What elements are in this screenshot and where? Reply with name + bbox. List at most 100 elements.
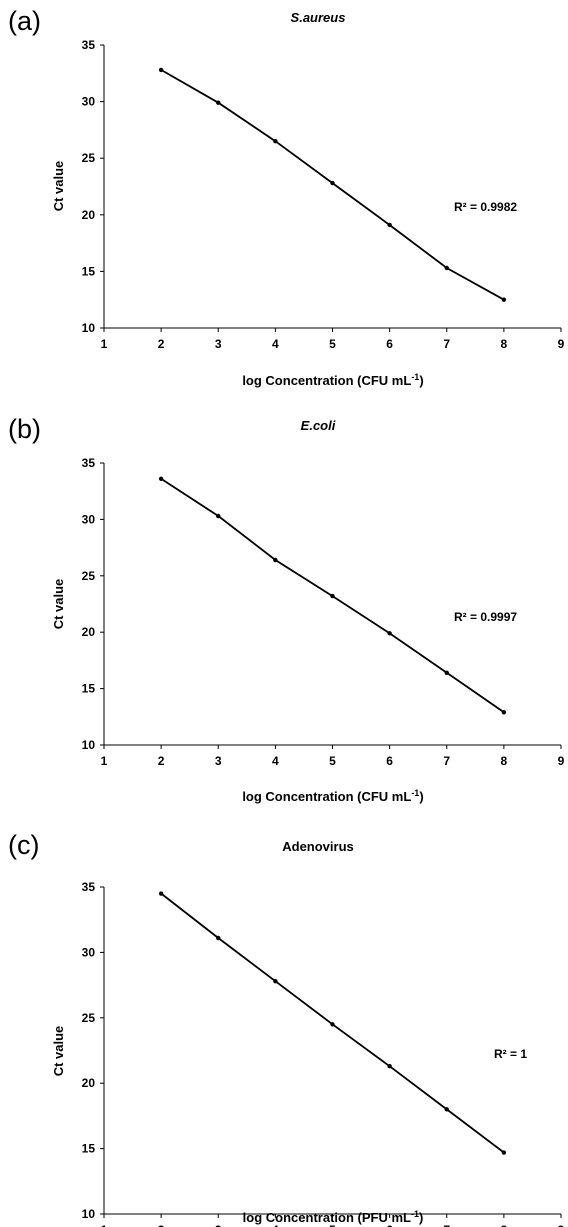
y-ticks: 10 15 20 25 30 35	[82, 880, 104, 1221]
chart-title: S.aureus	[291, 10, 346, 25]
y-tick-label: 20	[82, 625, 96, 639]
x-tick-label: 8	[501, 337, 508, 351]
x-tick-label: 8	[501, 754, 508, 768]
y-tick-label: 10	[82, 321, 96, 335]
y-tick-label: 10	[82, 738, 96, 752]
x-tick-label: 9	[558, 754, 565, 768]
data-point	[158, 476, 164, 481]
x-tick-label: 5	[329, 754, 336, 768]
y-axis-title: Ct value	[51, 1026, 66, 1077]
x-ticks: 1 2 3 4 5 6 7 8 9	[101, 1214, 565, 1227]
data-point	[273, 139, 278, 144]
x-axis-title: log Concentration (PFU mL-1)	[243, 1209, 424, 1225]
x-tick-label: 6	[386, 1223, 393, 1227]
chart-title: E.coli	[301, 418, 336, 433]
x-tick-label: 4	[272, 754, 279, 768]
data-points	[158, 67, 507, 302]
data-point	[158, 891, 164, 896]
x-tick-label: 7	[443, 337, 450, 351]
x-tick-label: 7	[443, 1223, 450, 1227]
y-tick-label: 10	[82, 1207, 96, 1221]
data-point	[216, 100, 221, 105]
data-point	[387, 631, 392, 636]
x-tick-label: 8	[501, 1223, 508, 1227]
data-point	[273, 557, 278, 563]
chart-title: Adenovirus	[282, 839, 354, 854]
x-tick-label: 5	[329, 1223, 336, 1227]
chart-panel-a: (a) S.aureus 10 15 20 25 30 35 1 2 3 4 5 6 7 8 9 Ct v…	[0, 0, 568, 400]
x-axis-title-text: log Concentration (CFU mL	[242, 789, 411, 804]
y-tick-label: 15	[82, 682, 96, 696]
chart-panel-c: (c) Adenovirus 10 15 20 25 30 35 1 2 3 4 5 6 7 8 9 Ct…	[0, 824, 568, 1227]
data-point	[387, 1063, 392, 1069]
data-point	[501, 710, 507, 715]
data-point	[501, 1150, 507, 1155]
x-tick-label: 1	[101, 754, 108, 768]
y-tick-label: 30	[82, 512, 96, 526]
r-squared-annotation: R² = 0.9982	[454, 200, 517, 214]
y-tick-label: 25	[82, 1011, 96, 1025]
y-axis-title: Ct value	[51, 161, 66, 212]
data-point	[273, 978, 278, 984]
x-tick-label: 3	[215, 754, 222, 768]
y-axis-title: Ct value	[51, 579, 66, 630]
x-tick-label: 7	[443, 754, 450, 768]
x-axis-title-text: log Concentration (CFU mL	[242, 373, 411, 388]
x-axis-title: log Concentration (CFU mL-1)	[242, 372, 423, 388]
x-tick-label: 1	[101, 337, 108, 351]
x-tick-label: 5	[329, 337, 336, 351]
chart-svg: E.coli 10 15 20 25 30 35 1 2 3 4 5 6 7 8 9 Ct value l…	[51, 418, 565, 804]
x-ticks: 1 2 3 4 5 6 7 8 9	[101, 745, 565, 768]
chart-svg: Adenovirus 10 15 20 25 30 35 1 2 3 4 5 6 7 8 9 Ct val…	[51, 839, 565, 1227]
r-squared-annotation: R² = 1	[494, 1047, 527, 1061]
data-points	[158, 891, 507, 1155]
x-axis-title-end: )	[419, 1210, 423, 1225]
data-point	[216, 513, 221, 519]
y-tick-label: 35	[82, 456, 96, 470]
x-axis-title-superscript: -1	[411, 1209, 419, 1219]
data-points	[158, 476, 507, 715]
y-tick-label: 30	[82, 95, 96, 109]
chart-panel-b: (b) E.coli 10 15 20 25 30 35 1 2 3 4 5 6 7 8 9 Ct val…	[0, 408, 568, 808]
x-tick-label: 2	[158, 337, 165, 351]
data-point	[444, 670, 449, 676]
x-tick-label: 3	[215, 1223, 222, 1227]
x-axis-title: log Concentration (CFU mL-1)	[242, 788, 423, 804]
data-point	[330, 593, 335, 599]
x-tick-label: 4	[272, 337, 279, 351]
y-tick-label: 15	[82, 1142, 96, 1156]
y-tick-label: 25	[82, 569, 96, 583]
y-ticks: 10 15 20 25 30 35	[82, 38, 104, 335]
x-tick-label: 9	[558, 1223, 565, 1227]
x-tick-label: 2	[158, 754, 165, 768]
x-tick-label: 6	[386, 754, 393, 768]
panel-label: (b)	[8, 414, 41, 444]
data-point	[330, 180, 335, 186]
x-tick-label: 3	[215, 337, 222, 351]
data-point	[444, 1107, 449, 1112]
y-tick-label: 35	[82, 38, 96, 52]
x-axis-title-text: log Concentration (PFU mL	[243, 1210, 411, 1225]
y-tick-label: 15	[82, 264, 96, 278]
r-squared-annotation: R² = 0.9997	[454, 610, 517, 624]
y-tick-label: 35	[82, 880, 96, 894]
y-tick-label: 20	[82, 208, 96, 222]
chart-svg: S.aureus 10 15 20 25 30 35 1 2 3 4 5 6 7 8 9 Ct value…	[51, 10, 565, 388]
y-tick-label: 25	[82, 151, 96, 165]
data-point	[330, 1022, 335, 1027]
y-tick-label: 20	[82, 1076, 96, 1090]
x-tick-label: 1	[101, 1223, 108, 1227]
panel-label: (a)	[8, 6, 41, 36]
y-ticks: 10 15 20 25 30 35	[82, 456, 104, 752]
data-point	[444, 265, 449, 271]
x-tick-label: 6	[386, 337, 393, 351]
x-tick-label: 9	[558, 337, 565, 351]
data-point	[501, 297, 507, 302]
x-axis-title-superscript: -1	[411, 372, 419, 382]
data-point	[216, 935, 221, 941]
x-axis-title-end: )	[419, 789, 423, 804]
x-tick-label: 4	[272, 1223, 279, 1227]
y-tick-label: 30	[82, 945, 96, 959]
x-axis-title-superscript: -1	[411, 788, 419, 798]
data-point	[387, 222, 392, 228]
